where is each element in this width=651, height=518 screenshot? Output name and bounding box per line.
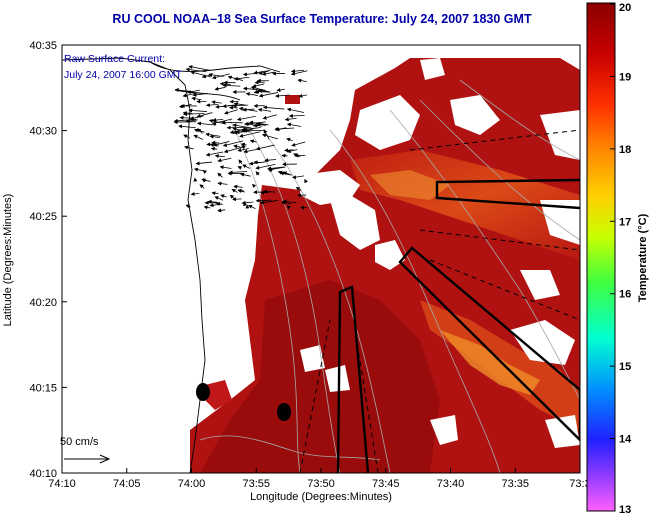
y-tick-label: 40:15 (29, 382, 57, 394)
page-title: RU COOL NOAA–18 Sea Surface Temperature:… (112, 12, 532, 26)
x-tick-label: 74:10 (48, 478, 76, 490)
colorbar-label: Temperature (°C) (637, 213, 649, 302)
y-axis-label: Latitude (Degrees:Minutes) (2, 194, 14, 327)
colorbar-tick-label: 14 (619, 434, 632, 446)
current-legend-line2: July 24, 2007 16:00 GMT (64, 69, 182, 81)
x-tick-label: 73:40 (437, 478, 465, 490)
mooring-marker-icon (196, 383, 210, 401)
colorbar-tick-label: 18 (619, 144, 631, 156)
colorbar-tick-label: 20 (619, 2, 631, 14)
colorbar-tick-label: 13 (619, 504, 631, 516)
colorbar-ticks: 20 19 18 17 16 15 14 13 (610, 2, 632, 516)
y-axis-ticks: 40:35 40:30 40:25 40:20 40:15 40:10 (29, 40, 67, 480)
colorbar (586, 2, 616, 512)
current-arrow-icon (173, 65, 309, 213)
mooring-marker-icon (277, 403, 291, 421)
colorbar-tick-label: 19 (619, 71, 631, 83)
x-tick-label: 73:45 (372, 478, 400, 490)
x-axis-label: Longitude (Degrees:Minutes) (250, 491, 392, 503)
x-tick-label: 74:05 (113, 478, 141, 490)
x-axis-ticks: 74:10 74:05 74:00 73:55 73:50 73:45 73:40 73:35… (48, 468, 591, 490)
scale-label: 50 cm/s (60, 436, 99, 448)
current-legend-line1: Raw Surface Current: (64, 53, 165, 65)
y-tick-label: 40:25 (29, 211, 57, 223)
x-tick-label: 73:35 (501, 478, 529, 490)
y-tick-label: 40:20 (29, 297, 57, 309)
colorbar-tick-label: 16 (619, 289, 631, 301)
x-tick-label: 73:3 (569, 478, 590, 490)
x-tick-label: 74:00 (178, 478, 206, 490)
y-tick-label: 40:30 (29, 126, 57, 138)
y-tick-label: 40:35 (29, 40, 57, 52)
scale-arrowhead-icon (99, 454, 111, 464)
colorbar-tick-label: 17 (619, 216, 631, 228)
x-tick-label: 73:55 (242, 478, 270, 490)
y-tick-label: 40:10 (29, 468, 57, 480)
colorbar-tick-label: 15 (619, 361, 631, 373)
sst-field (62, 57, 580, 473)
x-tick-label: 73:50 (307, 478, 335, 490)
